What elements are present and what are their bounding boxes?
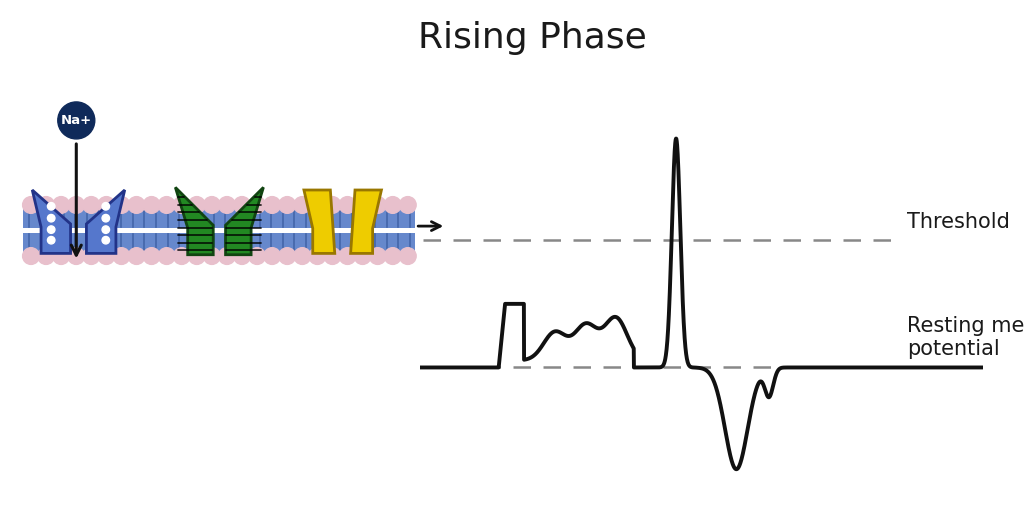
Circle shape xyxy=(173,248,190,264)
Circle shape xyxy=(249,197,265,214)
Circle shape xyxy=(143,248,160,264)
Circle shape xyxy=(264,248,281,264)
Circle shape xyxy=(102,236,110,244)
Circle shape xyxy=(204,248,220,264)
Circle shape xyxy=(159,248,175,264)
Circle shape xyxy=(128,248,144,264)
Circle shape xyxy=(47,202,55,210)
Polygon shape xyxy=(175,188,213,255)
Circle shape xyxy=(354,248,371,264)
Circle shape xyxy=(309,248,326,264)
Circle shape xyxy=(83,197,99,214)
Circle shape xyxy=(83,248,99,264)
Circle shape xyxy=(279,248,296,264)
Circle shape xyxy=(324,248,341,264)
Circle shape xyxy=(98,197,115,214)
Circle shape xyxy=(47,236,55,244)
Polygon shape xyxy=(33,190,71,253)
Circle shape xyxy=(113,197,130,214)
Circle shape xyxy=(339,248,356,264)
Circle shape xyxy=(218,197,236,214)
Circle shape xyxy=(399,248,416,264)
Circle shape xyxy=(38,197,54,214)
Bar xyxy=(24,233,416,252)
Circle shape xyxy=(128,197,144,214)
Circle shape xyxy=(384,248,401,264)
Circle shape xyxy=(68,248,85,264)
Circle shape xyxy=(294,248,310,264)
Circle shape xyxy=(23,197,39,214)
Circle shape xyxy=(68,197,85,214)
Text: Na+: Na+ xyxy=(60,114,92,127)
Text: Rising Phase: Rising Phase xyxy=(418,21,647,55)
Circle shape xyxy=(370,197,386,214)
Text: Threshold: Threshold xyxy=(907,212,1010,232)
Circle shape xyxy=(102,202,110,210)
Circle shape xyxy=(143,197,160,214)
Text: Resting membrane
potential: Resting membrane potential xyxy=(907,316,1024,359)
Circle shape xyxy=(354,197,371,214)
Circle shape xyxy=(233,197,250,214)
Circle shape xyxy=(38,248,54,264)
Circle shape xyxy=(53,248,70,264)
Circle shape xyxy=(53,197,70,214)
Circle shape xyxy=(102,215,110,222)
Circle shape xyxy=(399,197,416,214)
Circle shape xyxy=(47,215,55,222)
Circle shape xyxy=(218,248,236,264)
Circle shape xyxy=(159,197,175,214)
Circle shape xyxy=(264,197,281,214)
Circle shape xyxy=(324,197,341,214)
Polygon shape xyxy=(304,190,335,253)
Circle shape xyxy=(294,197,310,214)
Circle shape xyxy=(47,226,55,233)
Circle shape xyxy=(309,197,326,214)
Circle shape xyxy=(173,197,190,214)
Circle shape xyxy=(57,102,95,139)
Polygon shape xyxy=(225,188,263,255)
Circle shape xyxy=(384,197,401,214)
Circle shape xyxy=(233,248,250,264)
Circle shape xyxy=(204,197,220,214)
Circle shape xyxy=(23,248,39,264)
Circle shape xyxy=(279,197,296,214)
Polygon shape xyxy=(350,190,381,253)
Circle shape xyxy=(113,248,130,264)
Circle shape xyxy=(339,197,356,214)
Circle shape xyxy=(98,248,115,264)
Polygon shape xyxy=(86,190,125,253)
Circle shape xyxy=(249,248,265,264)
Circle shape xyxy=(188,197,205,214)
Circle shape xyxy=(370,248,386,264)
Circle shape xyxy=(102,226,110,233)
Bar xyxy=(24,208,416,228)
Circle shape xyxy=(188,248,205,264)
